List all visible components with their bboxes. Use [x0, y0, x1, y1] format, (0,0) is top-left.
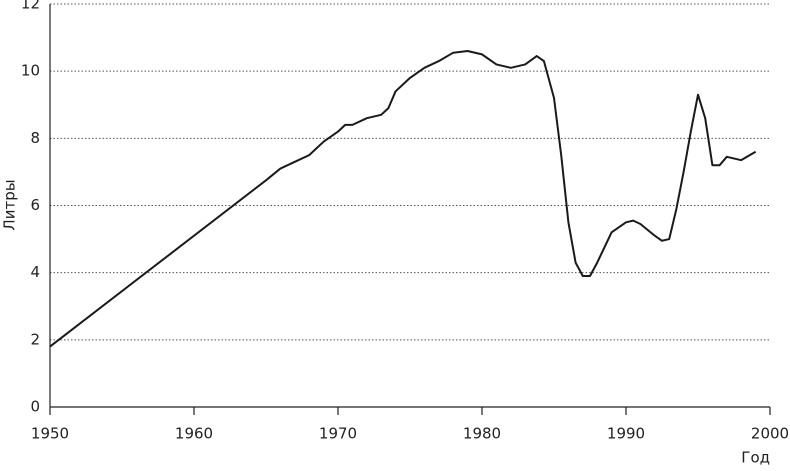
x-tick-label: 2000 — [751, 425, 789, 443]
y-tick-label: 4 — [30, 263, 40, 281]
y-tick-label: 8 — [30, 129, 40, 147]
y-tick-label: 12 — [21, 0, 40, 13]
y-tick-label: 2 — [30, 330, 40, 348]
y-tick-label: 10 — [21, 62, 40, 80]
x-tick-label: 1970 — [319, 425, 357, 443]
x-tick-label: 1960 — [175, 425, 213, 443]
x-tick-label: 1990 — [607, 425, 645, 443]
data-line — [49, 50, 757, 348]
y-tick-label: 0 — [30, 398, 40, 416]
y-tick-label: 6 — [30, 196, 40, 214]
x-axis-label: Год — [741, 449, 770, 467]
x-tick-label: 1980 — [463, 425, 501, 443]
y-axis-label: Литры — [1, 179, 19, 230]
x-tick-label: 1950 — [31, 425, 69, 443]
